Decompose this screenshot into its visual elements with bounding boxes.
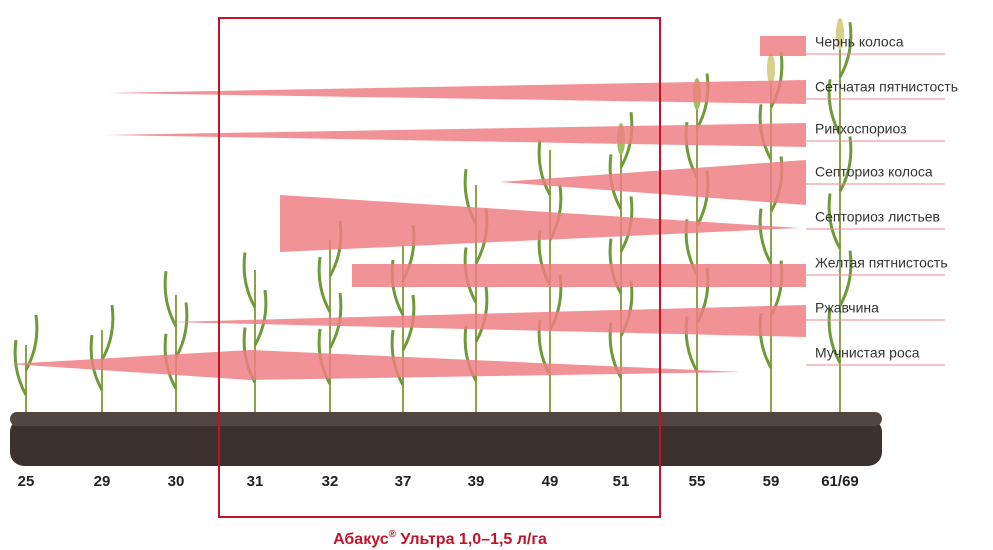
leaf: [24, 314, 39, 371]
plant: [13, 314, 39, 425]
stage-label: 39: [468, 473, 485, 490]
disease-label: Ринхоспориоз: [815, 121, 907, 137]
band: [500, 160, 806, 205]
leaf: [827, 307, 842, 364]
stage-label: 55: [689, 473, 706, 490]
band: [105, 123, 806, 147]
disease-label: Чернь колоса: [815, 34, 904, 50]
soil: [10, 418, 882, 466]
product-label: Абакус® Ультра 1,0–1,5 л/га: [333, 529, 547, 549]
plant: [827, 18, 853, 425]
leaf: [537, 139, 552, 196]
stage-label: 32: [322, 473, 339, 490]
leaf: [163, 271, 178, 327]
leaf: [253, 289, 268, 346]
disease-label: Желтая пятнистость: [815, 255, 948, 271]
disease-label: Септориоз колоса: [815, 164, 933, 180]
leaf: [463, 325, 478, 382]
stage-label: 30: [168, 473, 185, 490]
product-mark: ®: [389, 529, 397, 540]
bands: [10, 36, 806, 380]
disease-label: Ржавчина: [815, 300, 879, 316]
leaf: [317, 256, 332, 313]
band: [280, 195, 800, 252]
plant: [163, 271, 189, 425]
stage-labels: 25 29 30 31 32 37 39 49 51 55 59 61/69: [18, 473, 859, 490]
ear: [836, 18, 844, 50]
leaf: [827, 79, 842, 136]
product-rate: Ультра 1,0–1,5 л/га: [396, 531, 547, 548]
band: [10, 350, 740, 380]
stage-label: 51: [613, 473, 630, 490]
disease-label: Септориоз листьев: [815, 209, 940, 225]
leaf: [13, 339, 28, 396]
plant: [242, 252, 268, 425]
leaf: [827, 193, 842, 250]
leaf: [838, 21, 853, 78]
band: [170, 305, 806, 337]
soil-top: [10, 412, 882, 426]
band: [352, 264, 806, 287]
leaf: [838, 250, 853, 307]
treatment-window: [218, 17, 661, 518]
disease-labels: Чернь колоса Сетчатая пятнистость Ринхоспо…: [806, 34, 958, 366]
band: [760, 36, 806, 56]
plant: [758, 51, 784, 425]
disease-label: Мучнистая роса: [815, 345, 920, 361]
stage-label: 29: [94, 473, 111, 490]
stage-label: 25: [18, 473, 35, 490]
product-name: Абакус: [333, 531, 389, 548]
leaf: [100, 304, 115, 361]
disease-label: Сетчатая пятнистость: [815, 79, 958, 95]
stage-label: 59: [763, 473, 780, 490]
leaf: [242, 252, 257, 309]
stage-label: 37: [395, 473, 412, 490]
band: [108, 80, 806, 104]
ear: [767, 53, 775, 85]
stage-label: 61/69: [821, 473, 859, 490]
stage-label: 31: [247, 473, 264, 490]
stage-label: 49: [542, 473, 559, 490]
leaf: [174, 302, 189, 359]
leaf: [758, 208, 773, 265]
